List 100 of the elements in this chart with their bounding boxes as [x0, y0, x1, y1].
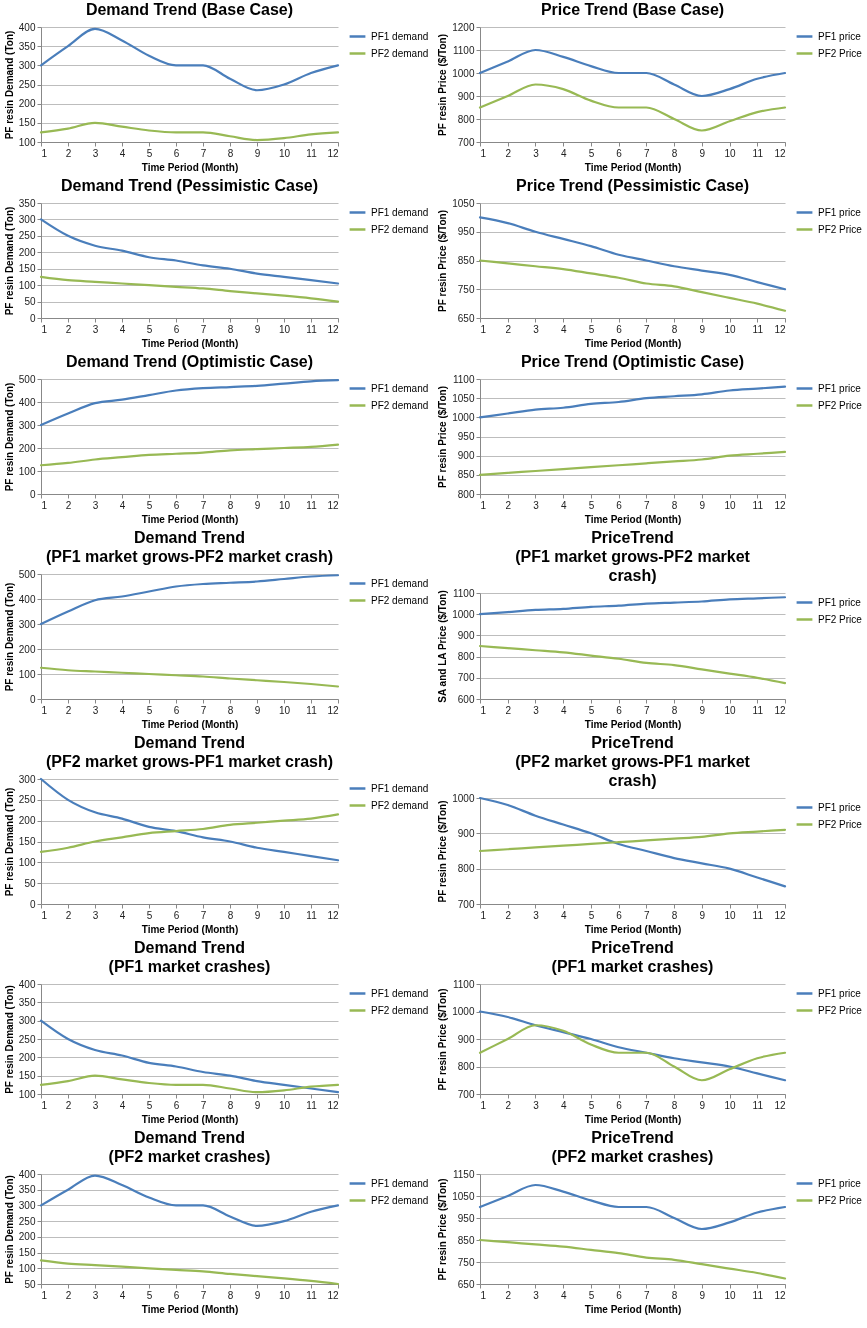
y-tick-label: 500	[18, 373, 36, 385]
y-tick-label: 0	[29, 898, 36, 910]
y-tick-label: 1050	[452, 1190, 475, 1202]
x-tick-label: 3	[92, 323, 99, 335]
x-tick-label: 1	[41, 323, 48, 335]
y-tick-label: 1100	[452, 373, 475, 385]
x-tick-label: 8	[227, 499, 234, 511]
legend-label: PF1 price	[818, 596, 862, 608]
y-tick-label: 100	[18, 136, 36, 148]
x-tick-label: 11	[752, 323, 764, 335]
x-tick-label: 9	[699, 147, 706, 159]
x-tick-label: 10	[724, 704, 737, 716]
x-tick-label: 4	[119, 1289, 126, 1301]
y-tick-label: 850	[457, 469, 475, 481]
y-tick-label: 350	[18, 197, 36, 209]
y-tick-label: 400	[18, 21, 36, 33]
legend-label: PF2 Price	[818, 818, 863, 830]
y-tick-label: 900	[457, 629, 475, 641]
x-tick-label: 1	[41, 499, 48, 511]
x-tick-label: 6	[616, 323, 623, 335]
y-tick-label: 200	[18, 1231, 36, 1243]
x-tick-label: 2	[65, 1289, 72, 1301]
x-tick-label: 3	[533, 147, 540, 159]
x-tick-label: 7	[644, 323, 651, 335]
x-tick-label: 7	[644, 1099, 651, 1111]
y-tick-label: 150	[18, 117, 36, 129]
chart-title: Demand Trend (PF1 market grows-PF2 market crash)	[45, 529, 334, 565]
y-tick-label: 300	[18, 618, 36, 630]
x-tick-label: 1	[41, 1099, 48, 1111]
line-series	[39, 777, 340, 862]
x-tick-label: 12	[774, 1099, 786, 1111]
x-tick-label: 8	[227, 704, 234, 716]
x-tick-label: 6	[173, 704, 180, 716]
chart-title: PriceTrend (PF2 market grows-PF1 market crash)	[515, 734, 751, 789]
x-tick-label: 10	[724, 909, 737, 921]
y-tick-label: 1000	[452, 1006, 475, 1017]
x-axis-title: Time Period (Month)	[584, 1113, 682, 1125]
x-tick-label: 2	[65, 147, 72, 159]
x-tick-label: 11	[306, 909, 318, 921]
x-tick-label: 2	[505, 1099, 512, 1111]
x-tick-label: 3	[92, 147, 99, 159]
y-tick-label: 900	[457, 1033, 475, 1045]
y-tick-label: 1050	[452, 392, 475, 404]
legend-label: PF2 demand	[371, 799, 429, 811]
x-axis-title: Time Period (Month)	[141, 1113, 239, 1125]
y-tick-label: 150	[18, 263, 36, 275]
line-series	[478, 450, 787, 476]
x-tick-label: 8	[671, 499, 678, 511]
y-axis-title: PF resin Price ($/Ton)	[437, 209, 449, 313]
x-tick-label: 6	[616, 499, 623, 511]
x-tick-label: 11	[306, 499, 318, 511]
chart-title: Price Trend (Pessimistic Case)	[516, 177, 749, 194]
line-series	[39, 1174, 340, 1227]
x-tick-label: 4	[119, 704, 126, 716]
x-tick-label: 2	[505, 704, 512, 716]
x-tick-label: 4	[560, 147, 567, 159]
x-tick-label: 7	[200, 1099, 207, 1111]
y-tick-label: 150	[18, 1070, 36, 1082]
x-tick-label: 11	[752, 1099, 764, 1111]
x-tick-label: 12	[327, 499, 339, 511]
y-axis-title: PF resin Demand (Ton)	[3, 582, 15, 692]
y-tick-label: 1000	[452, 792, 475, 804]
y-tick-label: 250	[18, 230, 36, 242]
line-series	[478, 644, 787, 685]
y-tick-label: 350	[18, 40, 36, 52]
x-tick-label: 9	[699, 323, 706, 335]
x-tick-label: 11	[306, 323, 318, 335]
x-axis-title: Time Period (Month)	[141, 161, 239, 173]
x-tick-label: 8	[671, 704, 678, 716]
line-series	[478, 83, 787, 132]
y-tick-label: 700	[457, 898, 475, 910]
y-tick-label: 200	[18, 1051, 36, 1063]
legend-label: PF1 price	[818, 206, 862, 218]
x-tick-label: 10	[278, 323, 291, 335]
x-tick-label: 12	[774, 704, 786, 716]
x-tick-label: 1	[480, 704, 487, 716]
x-tick-label: 11	[306, 704, 318, 716]
y-axis-title: PF resin Price ($/Ton)	[437, 385, 449, 489]
x-tick-label: 11	[306, 1099, 318, 1111]
y-tick-label: 150	[18, 1247, 36, 1259]
x-tick-label: 7	[644, 704, 651, 716]
x-tick-label: 12	[774, 1289, 786, 1301]
x-tick-label: 8	[227, 909, 234, 921]
x-tick-label: 2	[505, 323, 512, 335]
x-tick-label: 12	[327, 909, 339, 921]
y-tick-label: 300	[18, 419, 36, 431]
line-series	[478, 385, 787, 419]
x-tick-label: 9	[254, 147, 261, 159]
y-tick-label: 250	[18, 1215, 36, 1227]
x-tick-label: 3	[92, 1099, 99, 1111]
line-series	[478, 1238, 787, 1280]
y-tick-label: 700	[457, 672, 475, 684]
y-tick-label: 150	[18, 836, 36, 847]
x-tick-label: 3	[533, 499, 540, 511]
legend-label: PF2 demand	[371, 223, 429, 235]
y-tick-label: 650	[457, 312, 475, 324]
x-tick-label: 6	[616, 704, 623, 716]
x-tick-label: 9	[254, 323, 261, 335]
x-tick-label: 9	[254, 1289, 261, 1301]
y-tick-label: 100	[18, 1262, 36, 1274]
